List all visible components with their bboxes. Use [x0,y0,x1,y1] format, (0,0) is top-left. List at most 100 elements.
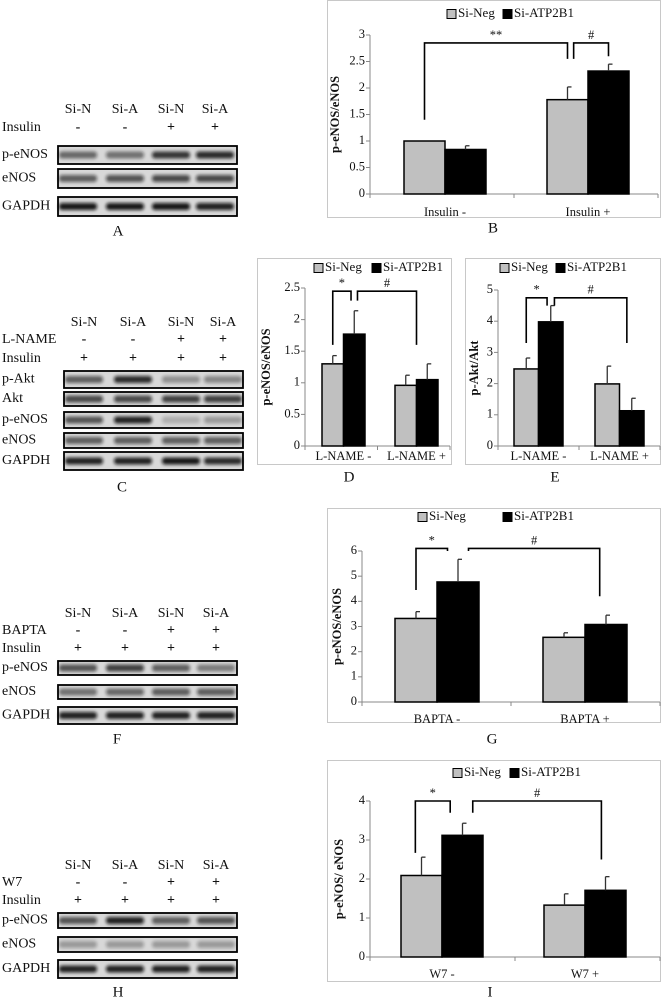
protein-band [197,664,235,672]
treatment-label: Insulin [2,351,41,366]
bar-si-atp2b1 [587,70,630,195]
blot-frame [57,684,238,700]
blot-strip [57,959,238,979]
bar-si-neg [594,383,621,447]
protein-band [65,395,103,403]
bar-si-neg [546,98,589,195]
panel-letter: D [344,469,355,485]
treatment-sign: + [80,351,88,366]
bar-si-atp2b1 [415,378,439,447]
y-tick-label: 2.5 [349,53,365,67]
legend-label: Si-ATP2B1 [521,764,581,779]
band-label: GAPDH [2,453,50,468]
protein-band [106,664,144,672]
y-tick-label: 1.5 [284,343,300,357]
significance-bracket [471,800,603,860]
significance-label: # [534,786,541,800]
blot-frame [57,660,238,676]
y-tick-label: 0.5 [349,159,365,173]
y-tick-label: 3 [359,832,365,846]
blot-strip [63,370,244,389]
y-axis-label: p-Akt/Akt [467,340,481,396]
lane-label: Si-A [112,102,139,117]
protein-band [106,151,144,159]
panel-letter: F [113,731,121,747]
significance-bracket [331,290,352,345]
protein-band [59,664,97,672]
protein-band [59,175,97,182]
protein-band [114,376,152,383]
significance-bracket [572,42,610,59]
protein-band [162,457,200,465]
significance-bracket [423,42,569,120]
protein-band [152,712,190,719]
protein-band [196,151,234,159]
x-tick-label: W7 - [429,967,454,981]
protein-band [204,376,242,383]
legend-label: Si-ATP2B1 [383,259,443,274]
western-blot-panel-c: Si-N Si-A Si-N Si-A L-NAME - - + + Insulin + + + + p-A… [2,315,244,495]
protein-band [152,175,190,182]
band-label: eNOS [2,433,36,448]
protein-band [59,688,97,696]
y-tick-label: 6 [351,543,357,557]
band-label: eNOS [2,171,36,186]
band-label: p-eNOS [2,147,48,162]
legend-label: Si-Neg [458,5,495,20]
y-tick-label: 4 [487,313,494,327]
bar-chart-panel-b: 0 0.5 1 1.5 2 2.5 3 p-eNOS/eNOS Insulin - Insulin… [327,0,661,236]
y-tick-label: 0.5 [284,406,300,420]
protein-band [65,437,103,444]
blot-background [64,412,243,428]
blot-frame [63,391,244,407]
treatment-label: Insulin [2,120,41,135]
significance-label: * [429,533,435,547]
significance-bracket [415,547,449,591]
blot-background [64,433,243,448]
y-tick-label: 2 [294,311,300,325]
blot-frame [63,370,244,389]
legend-swatch-si-atp2b1 [371,263,382,273]
y-tick-label: 0 [294,438,300,452]
treatment-sign: - [76,623,81,638]
blot-strip [57,145,238,165]
significance-bracket [356,290,418,345]
band-label: eNOS [2,937,36,952]
y-tick-label: 2.5 [284,280,300,294]
y-tick-label: 1 [359,910,365,924]
blot-background [58,960,237,978]
y-tick-label: 3 [359,27,365,41]
lane-label: Si-N [65,858,91,873]
legend-swatch-si-neg [499,263,510,273]
legend-label: Si-ATP2B1 [514,508,574,523]
bar-si-atp2b1 [444,148,487,195]
protein-band [114,437,152,444]
blot-strip [57,168,238,189]
protein-band [197,941,235,948]
significance-bracket [414,800,451,853]
protein-band [152,664,190,672]
bar-si-atp2b1 [584,889,627,958]
protein-band [114,416,152,424]
treatment-sign: - [76,120,81,135]
protein-band [162,395,200,403]
protein-band [204,395,242,403]
blot-frame [57,936,238,953]
protein-band [106,941,144,948]
bar-chart-panel-g: 0 1 2 3 4 5 6 p-eNOS/eNOS BAPTA - BAPTA + * # Si-Neg… [327,508,661,747]
lane-label: Si-N [158,858,184,873]
lane-label: Si-N [158,606,184,621]
x-tick-label: W7 + [571,967,599,981]
lane-label: Si-N [168,315,194,330]
lane-label: Si-A [120,315,147,330]
y-axis-label: p-eNOS/eNOS [330,588,344,665]
significance-label: * [339,276,345,290]
blot-background [58,169,237,188]
lane-label: Si-A [112,606,139,621]
treatment-sign: - [123,120,128,135]
significance-label: * [534,283,540,297]
treatment-sign: - [123,875,128,890]
y-tick-label: 2 [487,375,493,389]
significance-bracket [525,297,548,344]
